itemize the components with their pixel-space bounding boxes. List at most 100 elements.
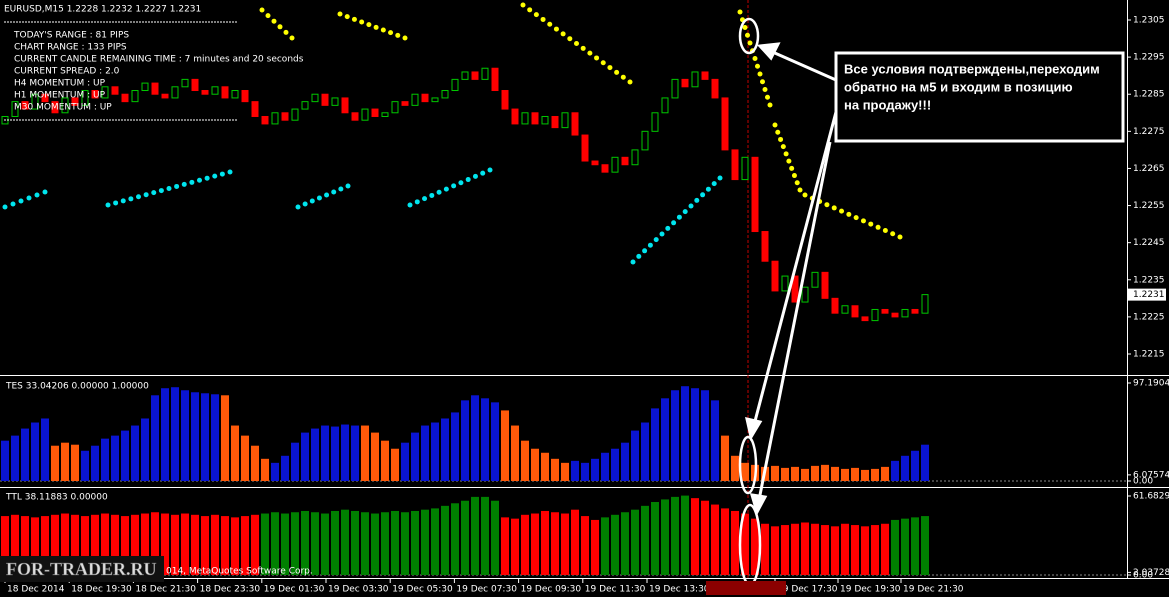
histogram-bar <box>291 442 299 481</box>
histogram-bar <box>771 465 779 481</box>
indicator-dot <box>580 45 586 51</box>
indicator-dot <box>2 204 8 210</box>
indicator-dot <box>458 180 464 186</box>
histogram-bar <box>461 400 469 481</box>
indicator-dot <box>875 224 881 230</box>
time-label: 18 Dec 2014 <box>7 585 65 595</box>
indicator-dot <box>607 65 613 71</box>
candle-body <box>701 71 709 80</box>
indicator-dot <box>778 136 784 142</box>
indicator-dot <box>151 190 157 196</box>
indicator-dot <box>846 211 852 217</box>
indicator-dot <box>755 63 760 69</box>
indicator-dot <box>337 11 343 17</box>
indicator-dot <box>574 41 579 46</box>
histogram-bar <box>641 505 649 575</box>
histogram-bar <box>251 445 259 481</box>
histogram-bar <box>291 512 299 575</box>
histogram-bar <box>381 512 389 575</box>
candle-body <box>141 82 149 92</box>
histogram-bar <box>201 393 209 481</box>
histogram-bar <box>171 514 179 575</box>
indicator-dot <box>700 192 706 198</box>
candle-body <box>631 149 639 166</box>
indicator-dot <box>429 192 435 198</box>
histogram-bar <box>341 509 349 575</box>
info-line: CURRENT SPREAD : 2.0 <box>14 67 120 77</box>
annotation-box <box>834 51 1125 143</box>
indicator-dot <box>665 225 671 231</box>
indicator-dot <box>547 21 553 27</box>
candle-body <box>191 78 199 92</box>
histogram-bar <box>51 514 59 575</box>
histogram-bar <box>791 523 799 575</box>
candle-body <box>81 90 89 106</box>
candle-body <box>471 71 479 80</box>
histogram-bar <box>331 510 339 575</box>
histogram-bar <box>731 510 739 575</box>
candle-body <box>331 97 339 106</box>
candle-body <box>101 86 109 99</box>
candle-body <box>381 112 389 117</box>
histogram-bar <box>241 435 249 481</box>
candle-body <box>481 67 489 80</box>
indicator-dot <box>324 192 330 198</box>
indicator-dot <box>642 248 648 254</box>
histogram-bar <box>81 450 89 481</box>
indicator-dot <box>533 12 539 18</box>
indicator-dot <box>295 204 301 210</box>
histogram-bar <box>871 468 879 481</box>
time-label: 19 Dec 17:30 <box>777 585 838 595</box>
arrow <box>752 111 838 426</box>
ttl-title: TTL 38.11883 0.00000 <box>5 493 108 503</box>
indicator-dot <box>747 40 753 46</box>
indicator-dot <box>113 200 119 206</box>
histogram-bar <box>741 462 749 481</box>
indicator-dot <box>487 167 493 173</box>
histogram-bar <box>331 426 339 481</box>
histogram-bar <box>311 512 319 575</box>
time-label: 18 Dec 19:30 <box>71 585 132 595</box>
tes-histogram <box>1 386 929 481</box>
indicator-dot <box>316 195 322 201</box>
candle-body <box>41 93 49 103</box>
time-label: 18 Dec 21:30 <box>135 585 196 595</box>
histogram-bar <box>51 445 59 481</box>
histogram-bar <box>71 444 79 481</box>
candle-body <box>511 108 519 125</box>
info-line: CHART RANGE : 133 PIPS <box>14 43 127 53</box>
info-line: TODAY'S RANGE : 81 PIPS <box>13 31 129 41</box>
histogram-bar <box>391 510 399 575</box>
symbol-line: EURUSD,M15 1.2228 1.2232 1.2227 1.2231 <box>4 5 201 15</box>
histogram-bar <box>711 400 719 481</box>
histogram-bar <box>301 432 309 481</box>
indicator-dot <box>553 26 559 32</box>
price-label: 1.2255 <box>1133 201 1165 211</box>
candle-body <box>31 93 39 110</box>
histogram-bar <box>101 438 109 481</box>
indicator-dot <box>757 71 763 77</box>
candle-body <box>721 97 729 151</box>
histogram-bar <box>21 516 29 575</box>
histogram-bar <box>811 465 819 481</box>
histogram-bar <box>121 430 129 481</box>
candle-body <box>911 308 919 314</box>
indicator-label: 97.19048 <box>1133 379 1169 389</box>
histogram-bar <box>531 448 539 481</box>
indicator-dot <box>120 198 126 204</box>
histogram-bar <box>891 519 899 575</box>
info-line: H4 MOMENTUM : UP <box>14 79 106 89</box>
candle-body <box>561 112 569 129</box>
histogram-bar <box>351 425 359 481</box>
candle-body <box>651 112 659 132</box>
histogram-bar <box>701 390 709 481</box>
histogram-bar <box>671 390 679 481</box>
histogram-bar <box>371 513 379 575</box>
candle-body <box>731 149 739 181</box>
indicator-dot <box>694 197 700 203</box>
indicator-dot <box>480 170 486 176</box>
histogram-bar <box>581 462 589 481</box>
indicator-dot <box>271 18 277 24</box>
indicator-dot <box>882 228 888 234</box>
histogram-bar <box>701 500 709 575</box>
